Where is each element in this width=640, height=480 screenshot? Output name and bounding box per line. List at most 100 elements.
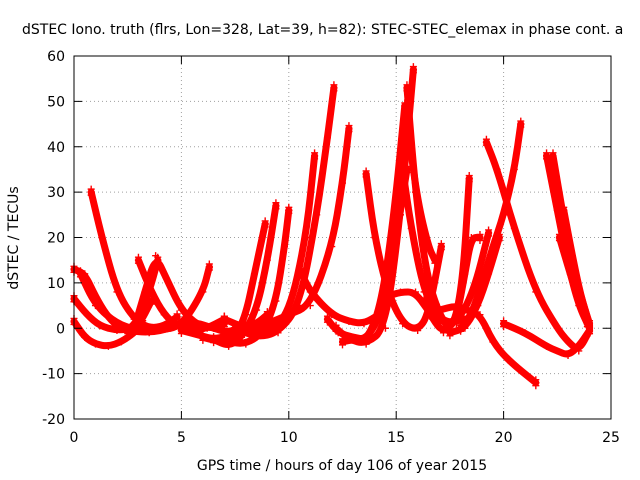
data-point-tip bbox=[549, 155, 557, 163]
data-point bbox=[478, 279, 486, 287]
chart-title: dSTEC Iono. truth (flrs, Lon=328, Lat=39… bbox=[22, 22, 623, 38]
series-layer bbox=[70, 63, 594, 390]
data-point bbox=[575, 297, 583, 305]
data-point bbox=[253, 306, 261, 314]
data-point bbox=[306, 288, 314, 296]
data-point-tip bbox=[560, 209, 568, 217]
y-tick-label: 30 bbox=[47, 185, 65, 201]
series-34 bbox=[555, 231, 591, 331]
data-point bbox=[349, 336, 357, 344]
data-point bbox=[390, 211, 398, 219]
x-axis-tick-labels: 0 5 10 15 20 25 bbox=[70, 430, 620, 446]
data-point bbox=[313, 211, 321, 219]
x-tick-label: 25 bbox=[602, 430, 620, 446]
data-point bbox=[81, 333, 89, 341]
data-point-tip bbox=[457, 327, 465, 335]
data-point bbox=[467, 311, 475, 319]
series-25 bbox=[420, 231, 484, 337]
data-point bbox=[504, 356, 512, 364]
series-band bbox=[296, 265, 383, 327]
data-point bbox=[162, 274, 170, 282]
y-tick-label: 10 bbox=[47, 276, 65, 292]
data-point bbox=[306, 302, 314, 310]
data-point-tip bbox=[124, 330, 132, 338]
data-point-tip bbox=[231, 327, 239, 335]
data-point-tip bbox=[177, 330, 185, 338]
data-point bbox=[493, 165, 501, 173]
data-point bbox=[420, 288, 428, 296]
x-tick-label: 20 bbox=[495, 430, 513, 446]
data-point bbox=[381, 324, 389, 332]
data-point bbox=[323, 134, 331, 142]
data-point bbox=[424, 243, 432, 251]
y-axis-label: dSTEC / TECUs bbox=[6, 186, 22, 289]
axis-ticks bbox=[73, 55, 612, 420]
data-point-tip bbox=[409, 69, 417, 77]
y-tick-label: 60 bbox=[47, 49, 65, 65]
data-point bbox=[250, 270, 258, 278]
series-band bbox=[420, 234, 484, 333]
y-axis-tick-labels: -20 -10 0 10 20 30 40 50 60 bbox=[42, 49, 65, 428]
data-point bbox=[521, 329, 529, 337]
data-point bbox=[414, 197, 422, 205]
data-point-tip bbox=[261, 223, 269, 231]
data-point bbox=[396, 211, 404, 219]
data-point bbox=[568, 252, 576, 260]
data-point bbox=[396, 288, 404, 296]
data-point bbox=[253, 333, 261, 341]
data-point bbox=[272, 297, 280, 305]
data-point bbox=[188, 317, 196, 325]
data-point bbox=[141, 288, 149, 296]
data-point bbox=[439, 329, 447, 337]
data-point bbox=[407, 224, 415, 232]
data-point-tip bbox=[205, 266, 213, 274]
data-point-tip bbox=[76, 273, 84, 281]
data-point bbox=[452, 302, 460, 310]
data-point bbox=[98, 234, 106, 241]
data-point-tip bbox=[311, 155, 319, 163]
data-point bbox=[113, 327, 121, 335]
data-point bbox=[362, 338, 370, 346]
data-point-tip bbox=[431, 259, 439, 267]
data-point-tip bbox=[555, 237, 563, 244]
data-point bbox=[489, 338, 497, 346]
data-point-tip bbox=[362, 173, 370, 181]
x-tick-label: 15 bbox=[387, 430, 405, 446]
x-tick-label: 0 bbox=[70, 430, 79, 446]
data-point bbox=[242, 311, 250, 319]
data-point bbox=[117, 338, 125, 346]
y-tick-label: 0 bbox=[56, 321, 65, 337]
data-point bbox=[510, 224, 518, 232]
data-point-tip bbox=[225, 341, 233, 349]
data-point-tip bbox=[482, 141, 490, 149]
data-point bbox=[564, 338, 572, 346]
data-point-tip bbox=[220, 318, 228, 326]
series-15 bbox=[242, 122, 353, 335]
data-point-tip bbox=[517, 123, 525, 131]
series-20 bbox=[362, 167, 445, 335]
data-point bbox=[476, 311, 484, 319]
data-point bbox=[360, 320, 368, 328]
series-band bbox=[362, 170, 445, 332]
data-point bbox=[83, 311, 91, 319]
data-point-tip bbox=[210, 339, 218, 347]
data-point bbox=[113, 320, 121, 328]
data-point bbox=[328, 311, 336, 319]
series-band bbox=[482, 138, 594, 352]
data-point bbox=[371, 234, 379, 241]
data-point bbox=[199, 288, 207, 296]
series-band bbox=[70, 317, 147, 350]
data-point-tip bbox=[583, 323, 591, 331]
data-point bbox=[564, 351, 572, 359]
data-point bbox=[452, 315, 460, 323]
data-point bbox=[489, 243, 497, 251]
series-band bbox=[332, 66, 417, 346]
data-point bbox=[339, 179, 346, 187]
x-axis-label: GPS time / hours of day 106 of year 2015 bbox=[197, 458, 487, 474]
data-point-tip bbox=[332, 327, 340, 335]
series-band bbox=[339, 102, 409, 346]
data-point bbox=[104, 342, 112, 350]
data-point bbox=[467, 234, 475, 241]
data-point-tip bbox=[532, 382, 540, 390]
data-point bbox=[177, 306, 185, 314]
